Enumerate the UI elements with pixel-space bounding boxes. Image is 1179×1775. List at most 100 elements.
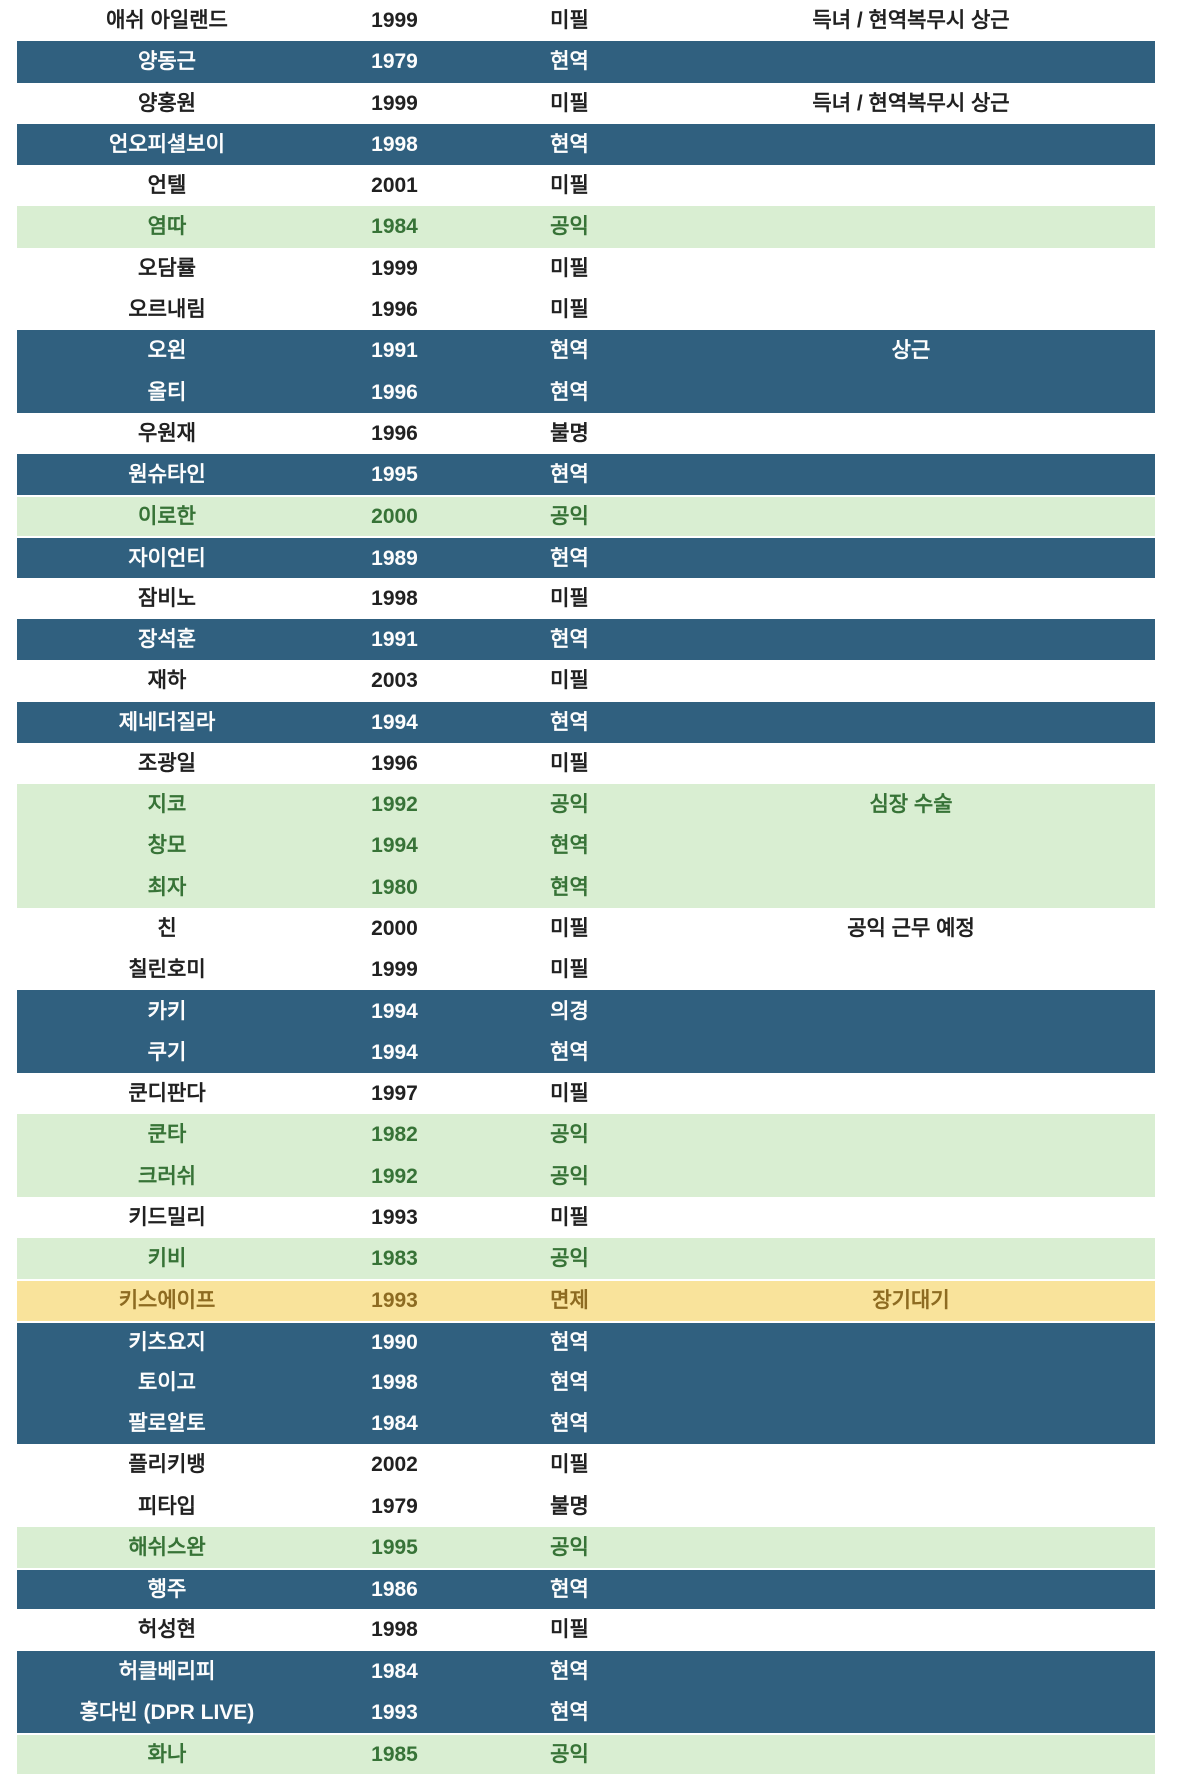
service-status-cell: 미필 [550,174,589,198]
table-row: 원슈타인 1995 현역 [17,453,1155,496]
table-row: 최자 1980 현역 [17,866,1155,908]
service-status-cell: 공익 [550,1743,589,1767]
table-row: 키스에이프 1993 면제 장기대기 [17,1279,1155,1321]
artist-name-cell: 장석훈 [138,628,196,652]
birth-year-cell: 1991 [371,628,418,652]
service-status-cell: 미필 [550,751,589,775]
birth-year-cell: 1983 [371,1247,418,1271]
table-row: 자이언티 1989 현역 [17,536,1155,578]
table-row: 우원재 1996 불명 [17,412,1155,454]
birth-year-cell: 1996 [371,421,418,445]
birth-year-cell: 1999 [371,9,418,33]
artist-name-cell: 제네더질라 [118,710,216,734]
service-status-cell: 현역 [550,380,589,404]
table-row: 키드밀리 1993 미필 [17,1196,1155,1238]
birth-year-cell: 1984 [371,215,418,239]
birth-year-cell: 1995 [371,463,418,487]
artist-name-cell: 우원재 [138,421,196,445]
service-status-cell: 공익 [550,215,589,239]
service-status-cell: 미필 [550,256,589,280]
birth-year-cell: 1994 [371,710,418,734]
service-status-cell: 미필 [550,1618,589,1642]
table-row: 양홍원 1999 미필 득녀 / 현역복무시 상근 [17,82,1155,124]
birth-year-cell: 1991 [371,339,418,363]
artist-name-cell: 친 [157,916,177,940]
artist-name-cell: 오왼 [147,339,187,363]
table-row: 조광일 1996 미필 [17,742,1155,785]
service-status-cell: 현역 [550,628,589,652]
service-status-cell: 미필 [550,916,589,940]
note-cell: 공익 근무 예정 [847,916,975,940]
table-row: 키비 1983 공익 [17,1237,1155,1280]
birth-year-cell: 1984 [371,1412,418,1436]
service-status-cell: 공익 [550,1535,589,1559]
birth-year-cell: 1994 [371,834,418,858]
table-row: 칠린호미 1999 미필 [17,949,1155,991]
table-row: 쿤디판다 1997 미필 [17,1072,1155,1115]
service-status-cell: 미필 [550,958,589,982]
table-row: 화나 1985 공익 [17,1733,1155,1775]
service-status-cell: 미필 [550,586,589,610]
birth-year-cell: 1989 [371,546,418,570]
table-row: 양동근 1979 현역 [17,41,1155,83]
service-status-cell: 현역 [550,1370,589,1394]
artist-name-cell: 지코 [147,793,187,817]
service-status-cell: 현역 [550,546,589,570]
service-status-cell: 공익 [550,1164,589,1188]
service-status-cell: 현역 [550,1412,589,1436]
artist-name-cell: 조광일 [138,751,196,775]
artist-name-cell: 자이언티 [128,546,206,570]
birth-year-cell: 2000 [371,916,418,940]
birth-year-cell: 1993 [371,1289,418,1313]
service-status-cell: 공익 [550,505,589,529]
service-status-cell: 현역 [550,710,589,734]
birth-year-cell: 1984 [371,1659,418,1683]
note-cell: 상근 [891,339,931,363]
artist-name-cell: 쿤타 [147,1123,187,1147]
table-row: 올티 1996 현역 [17,371,1155,413]
birth-year-cell: 1998 [371,132,418,156]
note-cell: 득녀 / 현역복무시 상근 [812,91,1010,115]
artist-name-cell: 언오피셜보이 [109,132,225,156]
birth-year-cell: 2001 [371,174,418,198]
birth-year-cell: 2002 [371,1453,418,1477]
artist-name-cell: 행주 [147,1578,187,1602]
birth-year-cell: 2000 [371,505,418,529]
artist-name-cell: 원슈타인 [128,463,206,487]
birth-year-cell: 1995 [371,1535,418,1559]
artist-name-cell: 쿤디판다 [128,1082,206,1106]
service-status-cell: 미필 [550,1205,589,1229]
artist-name-cell: 재하 [147,669,187,693]
birth-year-cell: 1979 [371,1494,418,1518]
table-row: 팔로알토 1984 현역 [17,1403,1155,1445]
table-row: 오담률 1999 미필 [17,247,1155,289]
birth-year-cell: 1982 [371,1123,418,1147]
birth-year-cell: 1979 [371,50,418,74]
table-row: 카키 1994 의경 [17,990,1155,1032]
artist-name-cell: 화나 [147,1743,187,1767]
table-row: 재하 2003 미필 [17,660,1155,702]
service-status-cell: 미필 [550,1453,589,1477]
table-row: 잠비노 1998 미필 [17,577,1155,619]
table-row: 오왼 1991 현역 상근 [17,330,1155,372]
service-status-cell: 현역 [550,50,589,74]
table-row: 크러쉬 1992 공익 [17,1155,1155,1197]
birth-year-cell: 1996 [371,297,418,321]
birth-year-cell: 1994 [371,1040,418,1064]
birth-year-cell: 1985 [371,1743,418,1767]
service-status-cell: 미필 [550,297,589,321]
artist-name-cell: 플리키뱅 [128,1453,206,1477]
birth-year-cell: 1992 [371,793,418,817]
service-status-cell: 현역 [550,463,589,487]
table-row: 행주 1986 현역 [17,1568,1155,1610]
birth-year-cell: 1999 [371,91,418,115]
table-row: 애쉬 아일랜드 1999 미필 득녀 / 현역복무시 상근 [17,0,1155,42]
artist-name-cell: 팔로알토 [128,1412,206,1436]
service-status-cell: 미필 [550,669,589,693]
artist-name-cell: 오담률 [138,256,196,280]
birth-year-cell: 1998 [371,1618,418,1642]
table-row: 장석훈 1991 현역 [17,618,1155,661]
birth-year-cell: 1996 [371,380,418,404]
artist-name-cell: 키츠요지 [128,1330,206,1354]
service-status-cell: 현역 [550,1701,589,1725]
